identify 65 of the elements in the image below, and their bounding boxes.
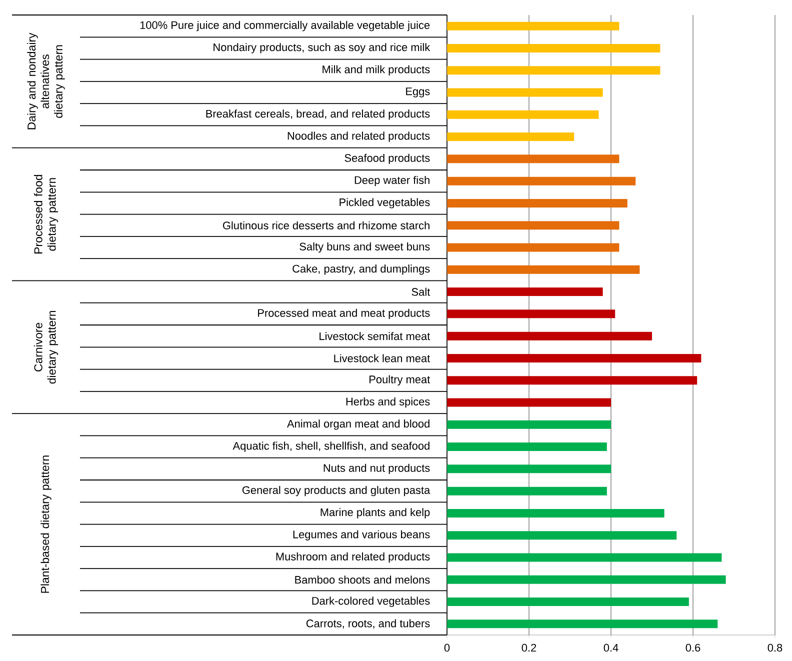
x-tick-label: 0.2 [522,644,536,652]
text: Processed food dietary pattern [34,174,58,254]
bar [447,265,640,274]
y-tick-label: Nondairy products, such as soy and rice milk [214,43,430,54]
y-tick-label: Legumes and various beans [293,530,430,540]
y-tick-label: General soy products and gluten pasta [242,486,430,496]
bar [447,575,726,584]
y-tick-label: Animal organ meat and blood [286,420,430,430]
y-tick-label: Bamboo shoots and melons [295,576,430,584]
bar [447,531,677,540]
bar [447,442,607,452]
text: Carnivore dietary pattern [34,310,58,384]
y-tick-label: 100% Pure juice and commercially available vegetable juice [140,20,430,32]
bar [447,110,599,119]
y-tick-label: Carrots, roots, and tubers [306,619,430,629]
bar [447,354,702,362]
y-tick-label: Milk and milk products [322,65,430,76]
y-tick-label: Livestock lean meat [334,354,430,362]
y-tick-label: Herbs and spices [346,397,430,408]
bar [447,88,603,97]
x-tick-label: 0.6 [686,644,700,652]
y-tick-label: Marine plants and kelp [320,508,430,518]
bar [447,310,616,318]
y-tick-label: Breakfast cereals, bread, and related products [206,110,430,120]
y-tick-label: Glutinous rice desserts and rhizome starch [222,221,430,230]
y-tick-label: Aquatic fish, shell, shellfish, and seafood [232,442,430,452]
bar [447,420,611,429]
bar [447,598,689,606]
bar [447,243,620,252]
bar [447,176,636,186]
y-tick-label: Processed meat and meat products [258,308,430,320]
bar [447,508,664,518]
y-tick-label: Pickled vegetables [340,198,430,208]
x-tick-label: 0.8 [768,644,782,652]
bar [447,66,660,75]
bar [447,486,607,496]
text: Dairy and nondairy altenatives dietary pattern [27,32,65,130]
y-tick-label: Salt [412,288,430,296]
y-tick-label: Nuts and nut products [324,464,430,474]
x-tick-label: 0 [444,644,450,652]
y-tick-label: Livestock semifat meat [320,332,430,340]
bar [447,620,718,628]
y-tick-label: Mushroom and related products [276,552,430,563]
bar [447,132,574,142]
y-tick-label: Cake, pastry, and dumplings [292,264,430,275]
bar [447,332,652,340]
y-tick-label: Poultry meat [370,375,430,386]
y-tick-label: Deep water fish [354,176,430,186]
bar [447,221,620,230]
bar [447,398,611,407]
bar [447,553,722,562]
bar [447,44,660,52]
y-tick-label: Dark-colored vegetables [312,596,430,607]
bar [447,464,611,474]
x-tick-label: 0.4 [604,644,618,652]
y-tick-label: Salty buns and sweet buns [300,242,430,253]
text: Plant-based dietary pattern [40,456,52,593]
y-tick-label: Seafood products [344,154,430,164]
bar [447,154,620,164]
bar [447,22,620,30]
y-tick-label: Eggs [406,88,430,98]
bar [447,376,698,385]
bar [447,198,628,208]
bar [447,288,603,296]
y-tick-label: Noodles and related products [288,132,430,142]
